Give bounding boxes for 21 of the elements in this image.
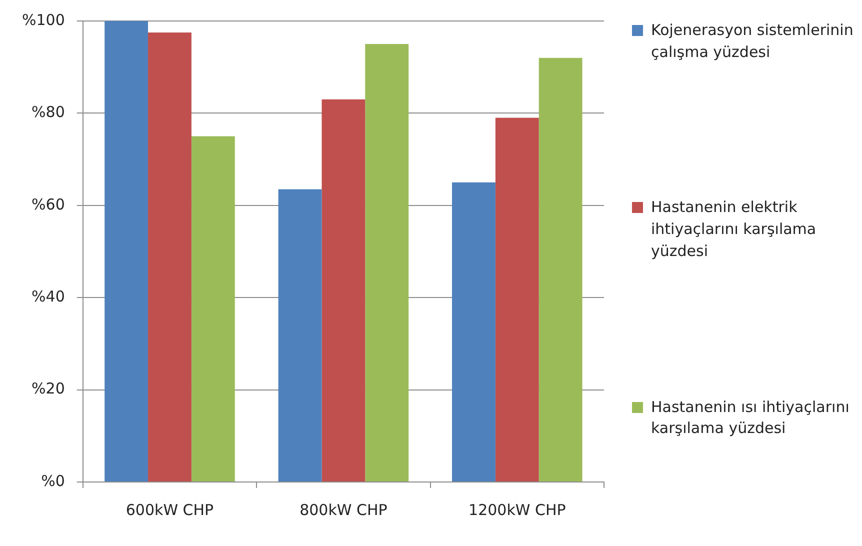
y-tick-label: %100 [22, 10, 65, 29]
bar [538, 58, 582, 482]
legend-label: Kojenerasyon sistemlerinin çalışma yüzdesi [651, 20, 854, 63]
bar [104, 21, 148, 482]
bar [365, 44, 409, 482]
bar [495, 118, 539, 482]
y-tick-label: %0 [41, 472, 65, 490]
y-tick-label: %20 [32, 380, 65, 398]
y-tick-label: %80 [32, 103, 65, 122]
x-tick-label: 1200kW CHP [468, 500, 566, 519]
y-tick-label: %60 [32, 195, 65, 214]
x-tick-label: 600kW CHP [126, 500, 214, 519]
legend-label: Hastanenin ısı ihtiyaçlarını karşılama yüzdesi [651, 396, 850, 440]
bar [278, 189, 322, 482]
bar [322, 99, 366, 482]
bar [148, 32, 192, 482]
legend-label: Hastanenin elektrik ihtiyaçlarını karşılama yüzdesi [651, 197, 818, 262]
bar [191, 136, 235, 482]
y-tick-label: %40 [32, 287, 65, 306]
x-tick-label: 800kW CHP [300, 500, 388, 519]
bar [452, 182, 496, 482]
